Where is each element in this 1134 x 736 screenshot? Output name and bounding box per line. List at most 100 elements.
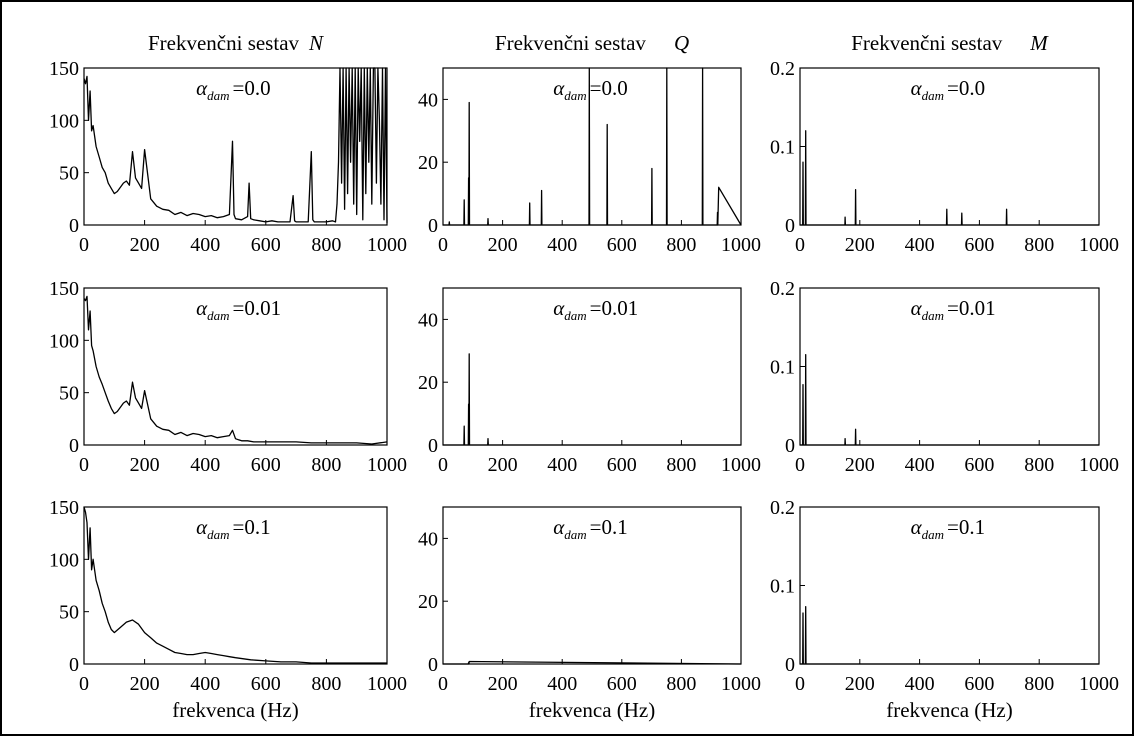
x-tick-label: 200 [488,673,518,695]
alpha-value: =0.1 [947,515,985,539]
y-tick-label: 150 [49,497,79,519]
x-tick-label: 800 [666,673,696,695]
x-tick-label: 1000 [367,673,407,695]
x-tick-label: 200 [845,454,875,476]
x-tick-label: 0 [79,454,89,476]
alpha-subscript: dam [564,308,586,323]
series-line-N-0 [83,67,388,223]
x-tick-label: 400 [547,673,577,695]
y-tick-label: 0.2 [770,58,795,80]
y-tick-label: 0 [428,654,438,676]
x-tick-label: 1000 [721,673,761,695]
plot-frame-N-1 [83,287,388,446]
x-tick-label: 800 [311,234,341,256]
alpha-value: =0.01 [947,296,996,320]
alpha-value: =0.0 [947,76,985,100]
panel-Q-0: 0 200 400 600 800 1000 0 20 40 αdam =0.0 Frekvenčni… [418,31,761,256]
x-tick-label: 600 [251,673,281,695]
panel-title-text: Frekvenčni sestav [851,31,1003,55]
alpha-subscript: dam [564,527,586,542]
x-tick-label: 600 [964,454,994,476]
plot-frame-N-0 [83,67,388,226]
panel-title-text: Frekvenčni sestav [495,31,647,55]
x-tick-label: 400 [905,454,935,476]
y-tick-label: 20 [418,372,438,394]
x-tick-label: 800 [311,454,341,476]
y-tick-label: 0.2 [770,497,795,519]
x-tick-label: 200 [845,234,875,256]
x-tick-label: 200 [488,454,518,476]
y-tick-label: 100 [49,110,79,132]
x-tick-label: 200 [130,454,160,476]
y-tick-label: 50 [59,163,79,185]
x-tick-label: 1000 [1079,673,1119,695]
damping-annotation: αdam =0.0 [553,76,628,103]
alpha-subscript: dam [922,308,944,323]
x-tick-label: 0 [795,234,805,256]
x-tick-label: 600 [607,673,637,695]
panel-N-0: 0 200 400 600 800 1000 0 50 100 150 αdam =0.0 Frekve… [49,31,407,256]
panel-M-1: 0 200 400 600 800 1000 0 0.1 0.2 αdam =0.01 [770,278,1119,476]
panel-title: Frekvenčni sestav N [148,31,324,55]
panel-title-text: Frekvenčni sestav [148,31,300,55]
damping-annotation: αdam =0.0 [196,76,271,103]
series-line-N-2 [83,506,387,664]
x-tick-label: 1000 [1079,234,1119,256]
alpha-symbol: α [553,76,565,100]
x-axis-label: frekvenca (Hz) [529,698,656,722]
alpha-subscript: dam [564,88,586,103]
alpha-symbol: α [196,515,208,539]
alpha-symbol: α [911,296,923,320]
x-tick-label: 600 [251,454,281,476]
x-tick-label: 0 [795,454,805,476]
alpha-symbol: α [911,76,923,100]
alpha-subscript: dam [207,527,229,542]
panel-N-2: 0 200 400 600 800 1000 0 50 100 150 αdam =0.1 frekve… [49,497,407,722]
panel-title: Frekvenčni sestav M [851,31,1049,55]
x-tick-label: 200 [845,673,875,695]
x-tick-label: 400 [190,454,220,476]
plot-frame-Q-1 [442,287,742,446]
x-tick-label: 800 [1024,454,1054,476]
plot-frame-Q-0 [442,67,742,226]
y-tick-label: 0 [69,654,79,676]
x-tick-label: 200 [130,673,160,695]
damping-annotation: αdam =0.01 [911,296,996,323]
x-tick-label: 200 [130,234,160,256]
x-tick-label: 600 [607,234,637,256]
x-tick-label: 400 [905,673,935,695]
x-tick-label: 0 [79,673,89,695]
y-tick-label: 0 [428,435,438,457]
alpha-subscript: dam [922,527,944,542]
x-tick-label: 800 [1024,234,1054,256]
panel-M-2: 0 200 400 600 800 1000 0 0.1 0.2 αdam =0.1 frekvenc… [770,497,1119,722]
x-tick-label: 600 [251,234,281,256]
damping-annotation: αdam =0.1 [196,515,271,542]
panel-title-symbol: M [1029,31,1049,55]
x-tick-label: 1000 [367,234,407,256]
x-axis-label: frekvenca (Hz) [886,698,1013,722]
alpha-value: =0.01 [233,296,282,320]
y-tick-label: 0 [428,215,438,237]
x-tick-label: 0 [438,673,448,695]
alpha-value: =0.1 [590,515,628,539]
alpha-subscript: dam [207,88,229,103]
x-tick-label: 800 [311,673,341,695]
series-line-Q-1 [443,353,741,446]
series-line-N-1 [83,295,388,445]
alpha-subscript: dam [207,308,229,323]
x-tick-label: 1000 [1079,454,1119,476]
x-tick-label: 600 [607,454,637,476]
y-tick-label: 0 [69,435,79,457]
x-tick-label: 400 [190,673,220,695]
panel-N-1: 0 200 400 600 800 1000 0 50 100 150 αdam =0.01 [49,278,407,476]
x-tick-label: 600 [964,673,994,695]
damping-annotation: αdam =0.01 [196,296,281,323]
damping-annotation: αdam =0.01 [553,296,638,323]
y-tick-label: 100 [49,330,79,352]
y-tick-label: 40 [418,89,438,111]
panel-title-symbol: N [308,31,324,55]
